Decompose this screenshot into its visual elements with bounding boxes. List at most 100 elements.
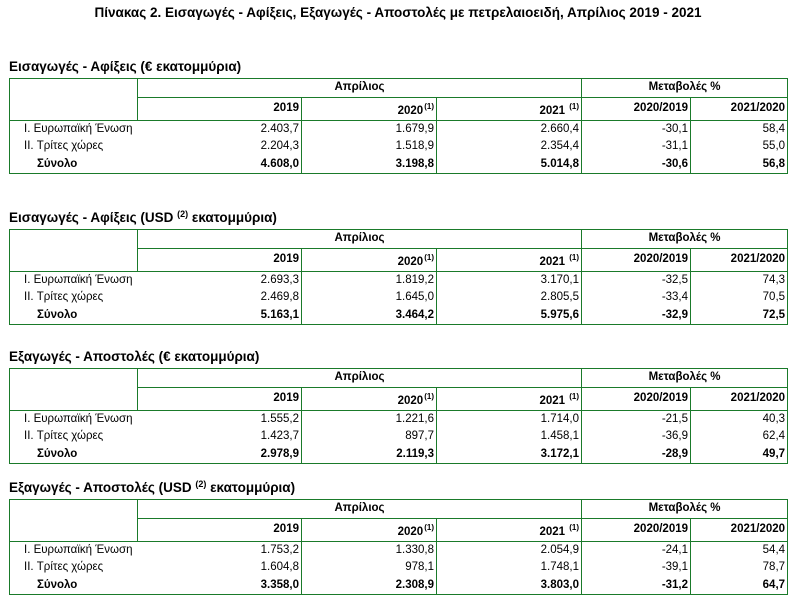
section-title-note: (2)	[195, 479, 207, 489]
cell-2019: 5.163,1	[137, 306, 302, 325]
header-2020: 2020(1)	[301, 96, 437, 121]
header-empty-cell	[9, 387, 138, 411]
header-change-2021-2020: 2021/2020	[690, 517, 789, 542]
cell-change-2021-2020: 56,8	[690, 155, 789, 174]
cell-2020: 1.518,9	[301, 138, 437, 156]
header-row-columns: 2019 2020(1) 2021 (1) 2020/2019 2021/2020	[9, 517, 789, 542]
cell-change-2021-2020: 55,0	[690, 138, 789, 156]
section-title-text: Εξαγωγές - Αποστολές (€ εκατομμύρια)	[9, 349, 260, 364]
cell-change-2021-2020: 72,5	[690, 306, 789, 325]
table-row: I. Ευρωπαϊκή Ένωση 2.693,3 1.819,2 3.170,1-…	[9, 271, 789, 289]
header-2021: 2021 (1)	[436, 247, 582, 272]
section-title: Εισαγωγές - Αφίξεις (€ εκατομμύρια)	[9, 58, 241, 74]
cell-2019: 2.469,8	[137, 289, 302, 307]
cell-change-2021-2020: 58,4	[690, 120, 789, 138]
header-2021-note: (1)	[569, 522, 580, 532]
cell-2020: 3.464,2	[301, 306, 437, 325]
header-2020-text: 2020	[397, 255, 424, 268]
header-2019: 2019	[137, 96, 302, 121]
cell-change-2021-2020: 49,7	[690, 445, 789, 464]
header-2019: 2019	[137, 386, 302, 411]
page-title: Πίνακας 2. Εισαγωγές - Αφίξεις, Εξαγωγές…	[94, 5, 702, 20]
header-2020: 2020(1)	[301, 386, 437, 411]
cell-change-2020-2019: -30,1	[581, 120, 692, 138]
header-row-columns: 2019 2020(1) 2021 (1) 2020/2019 2021/2020	[9, 96, 789, 121]
cell-2020: 1.221,6	[301, 410, 437, 428]
data-table: Απρίλιος Μεταβολές % 2019 2020(1) 2021 (1) 20…	[9, 78, 789, 174]
row-label: I. Ευρωπαϊκή Ένωση	[9, 120, 138, 138]
header-empty-cell	[9, 78, 138, 97]
cell-change-2020-2019: -28,9	[581, 445, 692, 464]
row-label: II. Τρίτες χώρες	[9, 559, 138, 577]
header-2021-text: 2021	[539, 525, 566, 538]
header-empty-cell	[9, 499, 138, 518]
section-title-text-end: εκατομμύρια)	[188, 210, 277, 225]
header-2020: 2020(1)	[301, 247, 437, 272]
table-row: II. Τρίτες χώρες 2.204,3 1.518,9 2.354,4 -31…	[9, 138, 789, 156]
section-title-text-end: εκατομμύρια)	[206, 480, 296, 495]
row-label: II. Τρίτες χώρες	[9, 138, 138, 156]
header-empty-cell	[9, 97, 138, 121]
row-label: Σύνολο	[9, 445, 138, 464]
cell-2020: 1.330,8	[301, 541, 437, 559]
cell-change-2020-2019: -24,1	[581, 541, 692, 559]
row-label: II. Τρίτες χώρες	[9, 289, 138, 307]
total-row: Σύνολο 5.163,1 3.464,2 5.975,6 -32,9 72,5	[9, 306, 789, 325]
cell-2019: 3.358,0	[137, 576, 302, 595]
cell-change-2021-2020: 40,3	[690, 410, 789, 428]
cell-2021: 3.803,0	[436, 576, 582, 595]
table-row: I. Ευρωπαϊκή Ένωση 1.753,2 1.330,8 2.054,9-…	[9, 541, 789, 559]
header-changes: Μεταβολές %	[581, 368, 789, 387]
header-2021-note: (1)	[569, 252, 580, 262]
row-label: I. Ευρωπαϊκή Ένωση	[9, 271, 138, 289]
cell-2019: 1.753,2	[137, 541, 302, 559]
cell-2020: 1.679,9	[301, 120, 437, 138]
section-title: Εισαγωγές - Αφίξεις (USD (2) εκατομμύρια…	[9, 209, 277, 225]
cell-change-2021-2020: 74,3	[690, 271, 789, 289]
header-2019: 2019	[137, 247, 302, 272]
header-change-2020-2019: 2020/2019	[581, 96, 692, 121]
cell-2021: 5.975,6	[436, 306, 582, 325]
header-change-2021-2020: 2021/2020	[690, 96, 789, 121]
data-table: Απρίλιος Μεταβολές % 2019 2020(1) 2021 (1) 20…	[9, 368, 789, 464]
header-2020-text: 2020	[397, 104, 424, 117]
cell-2021: 3.172,1	[436, 445, 582, 464]
header-2020-note: (1)	[424, 391, 434, 401]
cell-2020: 2.308,9	[301, 576, 437, 595]
cell-2020: 1.819,2	[301, 271, 437, 289]
data-table: Απρίλιος Μεταβολές % 2019 2020(1) 2021 (1) 20…	[9, 499, 789, 595]
header-2021-text: 2021	[539, 255, 566, 268]
cell-change-2020-2019: -31,2	[581, 576, 692, 595]
cell-change-2021-2020: 70,5	[690, 289, 789, 307]
header-changes: Μεταβολές %	[581, 499, 789, 518]
total-row: Σύνολο 2.978,9 2.119,3 3.172,1 -28,9 49,7	[9, 445, 789, 464]
header-change-2021-2020: 2021/2020	[690, 247, 789, 272]
section-title-text: Εισαγωγές - Αφίξεις (€ εκατομμύρια)	[9, 59, 242, 74]
cell-2020: 2.119,3	[301, 445, 437, 464]
total-row: Σύνολο 3.358,0 2.308,9 3.803,0 -31,2 64,7	[9, 576, 789, 595]
section-title-note: (2)	[177, 209, 189, 219]
cell-2021: 1.748,1	[540, 561, 580, 574]
data-table: Απρίλιος Μεταβολές % 2019 2020(1) 2021 (1) 20…	[9, 229, 789, 325]
cell-change-2020-2019: -32,9	[581, 306, 692, 325]
cell-2019: 1.423,7	[137, 428, 302, 446]
header-change-2020-2019: 2020/2019	[581, 386, 692, 411]
row-label: Σύνολο	[9, 576, 138, 595]
header-2019: 2019	[137, 517, 302, 542]
header-change-2020-2019: 2020/2019	[581, 517, 692, 542]
header-2021-text: 2021	[539, 394, 566, 407]
header-month: Απρίλιος	[137, 368, 582, 387]
header-2021: 2021 (1)	[436, 517, 582, 542]
row-label: I. Ευρωπαϊκή Ένωση	[9, 541, 138, 559]
cell-2021: 1.714,0	[540, 412, 580, 425]
header-empty-cell	[9, 368, 138, 387]
row-label: Σύνολο	[9, 155, 138, 174]
section-title: Εξαγωγές - Αποστολές (USD (2) εκατομμύρι…	[9, 479, 295, 495]
cell-change-2020-2019: -21,5	[581, 410, 692, 428]
total-row: Σύνολο 4.608,0 3.198,8 5.014,8 -30,6 56,8	[9, 155, 789, 174]
cell-2021: 1.458,1	[540, 430, 580, 443]
header-2021-note: (1)	[569, 391, 580, 401]
header-2021-text: 2021	[539, 104, 566, 117]
cell-2021: 2.660,4	[540, 122, 580, 135]
cell-2020: 1.645,0	[301, 289, 437, 307]
